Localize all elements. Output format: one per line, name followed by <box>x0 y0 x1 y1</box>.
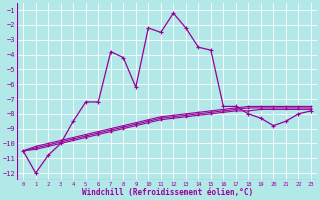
X-axis label: Windchill (Refroidissement éolien,°C): Windchill (Refroidissement éolien,°C) <box>82 188 252 197</box>
